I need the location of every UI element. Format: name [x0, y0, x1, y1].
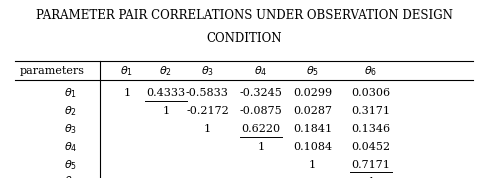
Text: 0.1841: 0.1841 — [293, 124, 332, 134]
Text: $\theta_1$: $\theta_1$ — [121, 64, 133, 78]
Text: $\theta_2$: $\theta_2$ — [64, 104, 77, 118]
Text: 0.0452: 0.0452 — [351, 142, 390, 152]
Text: parameters: parameters — [20, 66, 84, 76]
Text: $\theta_2$: $\theta_2$ — [160, 64, 172, 78]
Text: $\theta_1$: $\theta_1$ — [64, 87, 77, 100]
Text: 1: 1 — [367, 177, 374, 178]
Text: 1: 1 — [258, 142, 264, 152]
Text: $\theta_6$: $\theta_6$ — [64, 175, 78, 178]
Text: 1: 1 — [204, 124, 211, 134]
Text: 0.7171: 0.7171 — [351, 160, 390, 170]
Text: 0.0306: 0.0306 — [351, 88, 390, 98]
Text: 1: 1 — [123, 88, 130, 98]
Text: 1: 1 — [309, 160, 316, 170]
Text: 0.3171: 0.3171 — [351, 106, 390, 116]
Text: 1: 1 — [163, 106, 169, 116]
Text: -0.3245: -0.3245 — [240, 88, 283, 98]
Text: -0.2172: -0.2172 — [186, 106, 229, 116]
Text: -0.0875: -0.0875 — [240, 106, 283, 116]
Text: $\theta_3$: $\theta_3$ — [64, 122, 77, 136]
Text: -0.5833: -0.5833 — [186, 88, 229, 98]
Text: 0.0299: 0.0299 — [293, 88, 332, 98]
Text: 0.0287: 0.0287 — [293, 106, 332, 116]
Text: $\theta_6$: $\theta_6$ — [364, 64, 378, 78]
Text: $\theta_5$: $\theta_5$ — [306, 64, 319, 78]
Text: 0.6220: 0.6220 — [242, 124, 281, 134]
Text: PARAMETER PAIR CORRELATIONS UNDER OBSERVATION DESIGN: PARAMETER PAIR CORRELATIONS UNDER OBSERV… — [36, 9, 452, 22]
Text: 0.4333: 0.4333 — [146, 88, 185, 98]
Text: 0.1346: 0.1346 — [351, 124, 390, 134]
Text: CONDITION: CONDITION — [206, 32, 282, 45]
Text: 0.1084: 0.1084 — [293, 142, 332, 152]
Text: $\theta_3$: $\theta_3$ — [201, 64, 214, 78]
Text: $\theta_5$: $\theta_5$ — [64, 158, 77, 172]
Text: $\theta_4$: $\theta_4$ — [64, 140, 78, 154]
Text: $\theta_4$: $\theta_4$ — [254, 64, 268, 78]
